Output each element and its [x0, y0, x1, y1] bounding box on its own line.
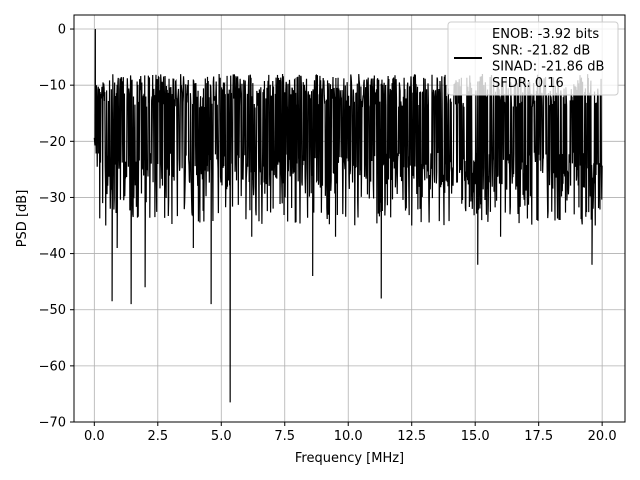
legend-box: [447, 21, 619, 96]
y-tick-label-3: −30: [39, 191, 66, 206]
ticks: 0.0 2.5 5.0 7.5 10.0 12.5 15.0 17.5 20.0 0 −10 −20 −…: [39, 23, 617, 444]
legend-label-2: SINAD: -21.86 dB: [492, 60, 604, 75]
y-tick-label-5: −50: [39, 303, 66, 318]
legend-label-3: SFDR: 0.16: [492, 76, 564, 91]
x-tick-label-6: 15.0: [461, 429, 490, 444]
y-tick-label-6: −60: [39, 359, 66, 374]
y-tick-label-7: −70: [39, 416, 66, 431]
y-tick-label-4: −40: [39, 247, 66, 262]
y-tick-label-1: −10: [39, 79, 66, 94]
x-tick-label-3: 7.5: [274, 429, 295, 444]
plot-frame: [73, 14, 626, 423]
legend-label-0: ENOB: -3.92 bits: [492, 27, 599, 42]
x-tick-label-0: 0.0: [84, 429, 105, 444]
x-tick-label-2: 5.0: [211, 429, 232, 444]
legend-label-1: SNR: -21.82 dB: [492, 43, 590, 58]
x-tick-label-5: 12.5: [397, 429, 426, 444]
series-psd-line: [93, 29, 603, 403]
y-tick-label-2: −20: [39, 135, 66, 150]
x-tick-label-8: 20.0: [588, 429, 617, 444]
x-tick-label-1: 2.5: [147, 429, 168, 444]
x-axis-label: Frequency [MHz]: [295, 451, 404, 466]
y-axis-label: PSD [dB]: [15, 190, 30, 248]
x-tick-label-7: 17.5: [524, 429, 553, 444]
y-tick-label-0: 0: [58, 23, 66, 38]
series-layer: [93, 29, 603, 403]
x-tick-label-4: 10.0: [334, 429, 363, 444]
